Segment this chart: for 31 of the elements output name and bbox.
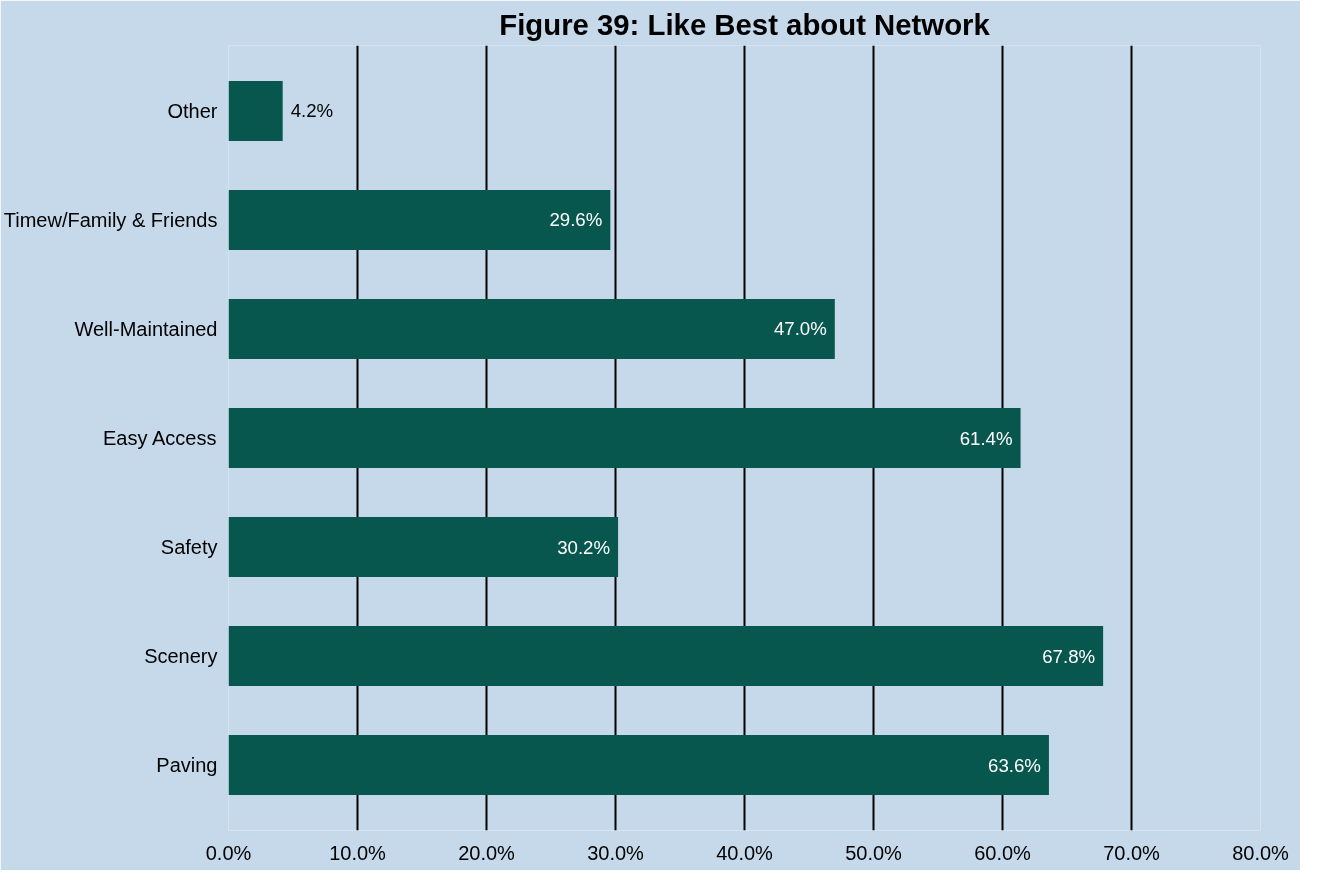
x-tick-label: 20.0% <box>458 841 516 864</box>
x-tick-label: 80.0% <box>1232 841 1290 864</box>
y-tick-label: Easy Access <box>103 427 217 449</box>
x-tick-label: 60.0% <box>974 841 1032 864</box>
data-label: 29.6% <box>549 209 603 231</box>
y-tick-label: Timew/Family & Friends <box>3 208 218 231</box>
data-label: 30.2% <box>557 536 611 558</box>
data-label: 63.6% <box>988 754 1041 776</box>
bar <box>228 80 283 141</box>
y-tick-label: Safety <box>160 536 218 559</box>
y-tick-label: Paving <box>156 754 218 777</box>
y-tick-label: Other <box>167 99 218 122</box>
x-tick-label: 70.0% <box>1103 841 1161 864</box>
x-tick-label: 30.0% <box>587 841 645 864</box>
y-tick-label: Well-Maintained <box>74 317 218 340</box>
y-tick-label: Scenery <box>144 645 218 668</box>
x-tick-label: 10.0% <box>329 841 387 864</box>
bar <box>228 298 835 359</box>
x-tick-label: 0.0% <box>205 841 252 864</box>
bar <box>228 517 619 578</box>
data-label: 47.0% <box>773 318 827 340</box>
x-tick-label: 40.0% <box>716 841 774 864</box>
data-label: 67.8% <box>1042 645 1096 667</box>
data-label: 61.4% <box>959 427 1013 449</box>
x-tick-label: 50.0% <box>845 841 903 864</box>
bar <box>228 189 611 250</box>
bar <box>228 408 1021 468</box>
data-label: 4.2% <box>290 100 334 122</box>
bar <box>228 735 1049 796</box>
bar <box>228 626 1104 687</box>
chart-title: Figure 39: Like Best about Network <box>499 7 991 41</box>
